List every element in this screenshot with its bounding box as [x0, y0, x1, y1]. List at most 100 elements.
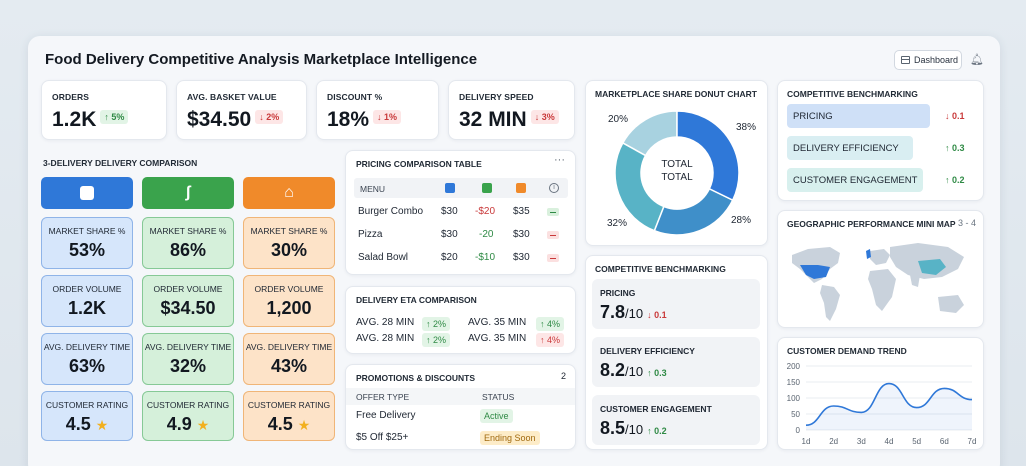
benchmark-score: 8.5 — [600, 418, 626, 438]
slice-label: 28% — [731, 215, 751, 226]
donut-slice[interactable] — [676, 110, 740, 202]
kpi-value: 32 MIN — [459, 108, 527, 131]
metric-value: 1.2K — [67, 298, 107, 318]
kpi-label: ORDERS — [52, 92, 89, 102]
metric-label: MARKET SHARE % — [149, 226, 227, 236]
brand-header-orange[interactable]: ⌂ — [243, 177, 335, 209]
metric-value: 4.5 — [65, 414, 91, 434]
uk-shape — [866, 249, 871, 259]
trend-chart: 200 150 100 50 01d 2d 3d 4d 5d 6d 7d — [787, 362, 977, 446]
price-a: $30 — [441, 229, 458, 240]
table-header-row — [354, 178, 568, 198]
x-tick-label: 5d — [912, 437, 921, 446]
x-tick-label: 1d — [802, 437, 811, 446]
bell-icon[interactable]: 🔔︎ — [970, 54, 984, 66]
menu-column-header: MENU — [360, 184, 386, 194]
benchmark-bar-delta: ↑ 0.3 — [945, 143, 965, 153]
x-tick-label: 2d — [829, 437, 838, 446]
promotions-title: PROMOTIONS & DISCOUNTS — [356, 373, 476, 383]
metric-value: 53% — [68, 240, 106, 260]
dashboard-button[interactable]: Dashboard — [894, 50, 962, 70]
trend-area — [806, 383, 972, 430]
comparison-title: 3-DELIVERY DELIVERY COMPARISON — [43, 158, 198, 168]
benchmark-scale: /10 — [625, 306, 644, 321]
metric-card: MARKET SHARE % 30% — [243, 217, 335, 269]
world-map[interactable] — [778, 235, 983, 327]
donut-card: MARKETPLACE SHARE DONUT CHART TOTAL TOTA… — [585, 80, 768, 246]
y-tick-label: 50 — [791, 410, 800, 419]
benchmark-bar: CUSTOMER ENGAGEMENT — [787, 168, 923, 192]
x-tick-label: 7d — [968, 437, 977, 446]
kpi-value: 1.2K — [52, 108, 97, 131]
benchmark-title: COMPETITIVE BENCHMARKING — [595, 264, 726, 274]
eta-title: DELIVERY ETA COMPARISON — [356, 295, 477, 305]
brand-blue-dot — [445, 183, 455, 193]
donut-slice[interactable] — [653, 187, 734, 236]
kpi-value: $34.50 — [187, 108, 252, 131]
price-b: -$10 — [475, 252, 496, 263]
y-tick-label: 100 — [787, 394, 801, 403]
metric-card: CUSTOMER RATING 4.5 ★ — [243, 391, 335, 441]
brand-orange-dot — [516, 183, 526, 193]
slice-label: 20% — [608, 114, 628, 125]
star-icon: ★ — [95, 417, 109, 433]
benchmark-bar-label: PRICING — [793, 110, 833, 122]
s-logo-icon: ʃ — [185, 184, 191, 201]
benchmark-bar-label: DELIVERY EFFICIENCY — [793, 142, 899, 154]
brand-green-dot — [482, 183, 492, 193]
map-pager[interactable]: 3 - 4 — [958, 218, 977, 228]
benchmark-bar: DELIVERY EFFICIENCY — [787, 136, 913, 160]
donut-center-line2: TOTAL — [661, 172, 693, 183]
brand-header-green[interactable]: ʃ — [142, 177, 234, 209]
eta-right: AVG. 35 MIN — [468, 317, 527, 328]
info-icon[interactable]: i — [549, 183, 559, 193]
eta-left-delta: ↑ 2% — [422, 317, 451, 331]
metric-label: ORDER VOLUME — [52, 284, 122, 294]
usa-shape — [800, 265, 830, 279]
metric-value: 43% — [270, 356, 308, 376]
eta-right-delta: ↑ 4% — [536, 317, 565, 331]
benchmark-bar-label: CUSTOMER ENGAGEMENT — [793, 174, 918, 186]
star-icon: ★ — [196, 417, 210, 433]
menu-item: Burger Combo — [358, 206, 424, 217]
status-indicator — [547, 231, 559, 239]
pricing-title: PRICING COMPARISON TABLE — [356, 159, 482, 169]
price-a: $30 — [441, 206, 458, 217]
kpi-delta: ↓ 2% — [255, 110, 284, 125]
kpi-basket-value: AVG. BASKET VALUE $34.50 ↓ 2% — [176, 80, 307, 140]
eta-left-delta: ↑ 2% — [422, 333, 451, 347]
donut-title: MARKETPLACE SHARE DONUT CHART — [595, 89, 757, 99]
metric-label: AVG. DELIVERY TIME — [144, 342, 232, 352]
china-shape — [918, 259, 946, 275]
metric-label: AVG. DELIVERY TIME — [43, 342, 131, 352]
metric-value: 30% — [270, 240, 308, 260]
kpi-delta: ↓ 3% — [530, 110, 559, 125]
kpi-label: AVG. BASKET VALUE — [187, 92, 277, 102]
benchmark-delta: ↑ 0.2 — [647, 426, 667, 436]
y-tick-label: 150 — [787, 378, 801, 387]
metric-value: 63% — [68, 356, 106, 376]
benchmark-delta: ↑ 0.3 — [647, 368, 667, 378]
dashboard-label: Dashboard — [914, 55, 959, 65]
menu-item: Pizza — [358, 229, 383, 240]
more-icon[interactable]: ··· — [554, 154, 565, 166]
slice-label: 32% — [607, 218, 627, 229]
metric-card: CUSTOMER RATING 4.5 ★ — [41, 391, 133, 441]
brand-header-blue[interactable] — [41, 177, 133, 209]
metric-card: AVG. DELIVERY TIME 63% — [41, 333, 133, 385]
metric-card: AVG. DELIVERY TIME 43% — [243, 333, 335, 385]
price-c: $30 — [513, 229, 530, 240]
donut-slice[interactable] — [614, 141, 665, 232]
price-b: -$20 — [475, 206, 496, 217]
y-tick-label: 0 — [796, 426, 801, 435]
eta-card: DELIVERY ETA COMPARISON AVG. 28 MIN ↑ 2%… — [345, 286, 576, 354]
page-title: Food Delivery Competitive Analysis Marke… — [45, 51, 478, 68]
metric-label: AVG. DELIVERY TIME — [245, 342, 333, 352]
india-shape — [910, 275, 920, 287]
offer-type: $5 Off $25+ — [356, 432, 409, 443]
map-card: GEOGRAPHIC PERFORMANCE MINI MAP 3 - 4 — [777, 210, 984, 328]
house-logo-icon: ⌂ — [284, 184, 294, 201]
offer-type-header: OFFER TYPE — [356, 392, 410, 402]
metric-label: CUSTOMER RATING — [45, 400, 129, 410]
x-tick-label: 4d — [885, 437, 894, 446]
